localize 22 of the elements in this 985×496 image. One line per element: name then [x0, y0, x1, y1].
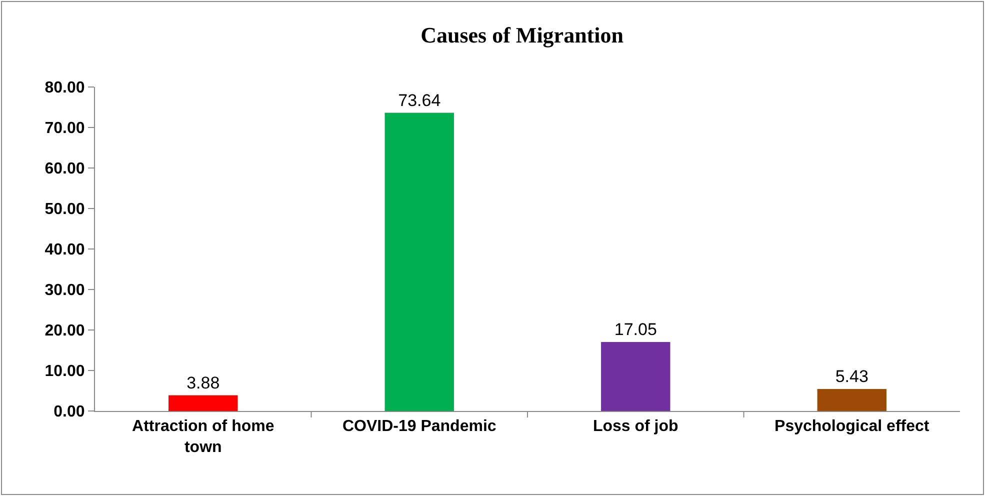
y-tick-label: 0.00 — [54, 404, 85, 421]
y-tick-label: 40.00 — [44, 242, 85, 259]
bar — [601, 342, 670, 411]
y-tick-label: 80.00 — [44, 80, 85, 97]
y-tick-label: 20.00 — [44, 322, 85, 340]
x-tick-label: COVID-19 Pandemic — [342, 418, 496, 436]
data-label: 73.64 — [398, 90, 441, 110]
y-tick-label: 70.00 — [44, 120, 85, 138]
bar — [384, 112, 454, 411]
y-tick-label: 10.00 — [44, 363, 85, 380]
y-tick-label: 30.00 — [44, 282, 85, 300]
x-tick-label: Psychological effect — [774, 418, 930, 436]
data-label: 3.88 — [186, 373, 220, 392]
x-tick-label: Attraction of home town — [132, 418, 274, 456]
data-label: 5.43 — [835, 367, 868, 386]
y-tick-label: 50.00 — [44, 201, 85, 218]
bar — [168, 395, 238, 411]
y-tick-label: 60.00 — [44, 160, 85, 178]
bar — [817, 389, 886, 411]
x-tick-label: Loss of job — [592, 418, 679, 436]
data-label: 17.05 — [614, 320, 657, 339]
chart-title: Causes of Migrantion — [420, 22, 624, 48]
